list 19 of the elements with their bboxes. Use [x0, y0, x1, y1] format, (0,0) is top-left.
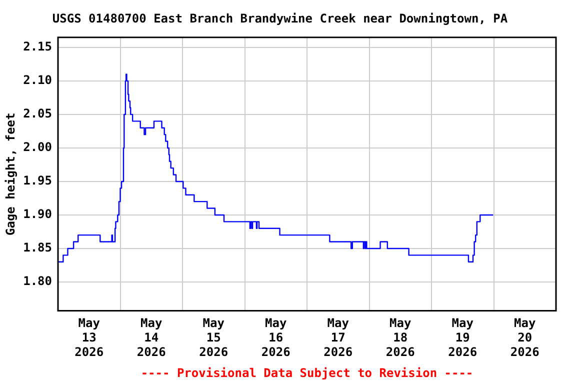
x-tick-label: May 14 2026 — [136, 316, 166, 359]
x-tick-label: May 16 2026 — [261, 316, 290, 359]
text: ---- Provisional Data Subject to Revision ---- — [140, 366, 474, 380]
y-tick-label: 1.95 — [23, 174, 52, 188]
y-tick-label: 2.10 — [23, 73, 52, 88]
y-tick-label: 2.15 — [23, 40, 52, 54]
y-tick-label: 2.00 — [23, 140, 52, 154]
x-tick-label: May 20 2026 — [510, 316, 540, 359]
y-tick-label: 1.85 — [23, 240, 52, 255]
y-axis-title: Gage height, feet — [3, 112, 18, 236]
chart-title: USGS 01480700 East Branch Brandywine Creek near Downingtown, PA — [52, 11, 508, 26]
y-tick-label: 1.80 — [23, 274, 52, 288]
y-tick-label: 1.90 — [23, 207, 52, 222]
x-tick-label: May 13 2026 — [74, 316, 104, 359]
x-tick-label: May 19 2026 — [448, 316, 478, 359]
x-tick-label: May 17 2026 — [324, 316, 353, 359]
y-tick-label: 2.05 — [23, 106, 52, 121]
x-tick-label: May 18 2026 — [386, 316, 415, 359]
x-tick-label: May 15 2026 — [199, 316, 228, 359]
